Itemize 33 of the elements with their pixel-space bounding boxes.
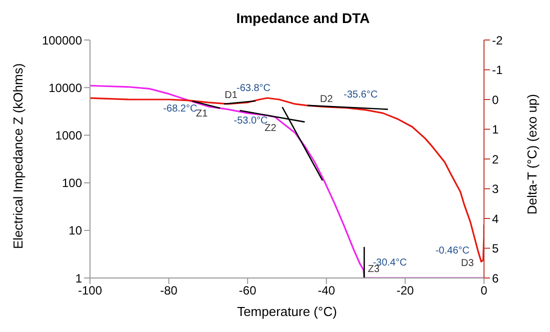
annotation: Z1 xyxy=(196,108,208,120)
y-tick-label: 1 xyxy=(75,271,82,286)
x-axis-title: Temperature (°C) xyxy=(237,304,337,319)
x-tick-label: -80 xyxy=(160,284,178,298)
y2-tick-label: 5 xyxy=(492,242,499,256)
y2-tick-label: 4 xyxy=(492,212,499,226)
y2-tick-label: -2 xyxy=(492,33,503,48)
annotation: D1 xyxy=(224,90,238,102)
y2-tick-label: 0 xyxy=(492,92,499,107)
x-tick-label: -20 xyxy=(396,284,414,298)
y-axis-title: Electrical Impedance Z (kOhms) xyxy=(10,63,26,249)
x-tick-label: -40 xyxy=(318,284,336,298)
annotation: D3 xyxy=(461,258,474,270)
annotation: -68.2°C xyxy=(163,104,198,115)
chart-title: Impedance and DTA xyxy=(235,10,371,26)
y2-tick-label: 1 xyxy=(492,122,499,137)
x-tick-label: -100 xyxy=(78,284,102,298)
y-tick-label: 100 xyxy=(62,176,82,190)
y-tick-label: 100000 xyxy=(42,33,82,48)
y2-axis-title: Delta-T (°C) (exo up) xyxy=(524,94,540,215)
x-tick-label: 0 xyxy=(480,284,488,298)
annotation: -0.46°C xyxy=(435,245,470,256)
y-tick-label: 10000 xyxy=(48,80,82,95)
y-tick-label: 1000 xyxy=(55,128,82,142)
x-tick-label: -60 xyxy=(238,284,257,298)
y2-tick-label: 2 xyxy=(492,152,499,166)
annotation: D2 xyxy=(320,94,334,106)
y2-tick-label: 3 xyxy=(492,182,499,196)
y2-tick-label: 6 xyxy=(492,271,499,286)
y-tick-label: 10 xyxy=(68,224,82,238)
annotation: -35.6°C xyxy=(344,89,378,100)
annotation: -63.8°C xyxy=(236,83,271,94)
y2-tick-label: -1 xyxy=(492,63,503,78)
